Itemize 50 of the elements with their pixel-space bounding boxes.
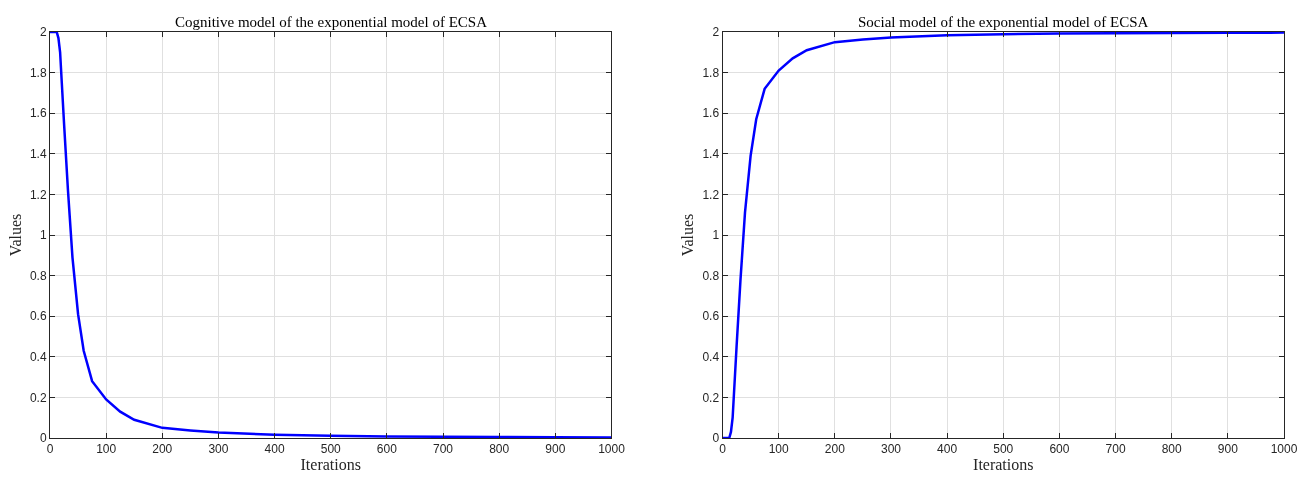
x-tick-label: 500 (993, 442, 1014, 457)
x-tick-label: 200 (824, 442, 846, 457)
line-series (50, 32, 612, 438)
x-tick-label: 600 (376, 442, 398, 457)
x-tick-label: 600 (1049, 442, 1070, 457)
y-tick-label: 1.6 (702, 106, 720, 121)
x-tick-label: 400 (264, 442, 285, 457)
y-tick-label: 1.8 (29, 65, 47, 80)
y-tick-label: 0 (712, 431, 720, 446)
x-tick-label: 800 (489, 442, 510, 457)
y-tick-label: 2 (712, 25, 720, 40)
y-tick-label: 1.2 (29, 187, 47, 202)
y-tick-label: 1 (712, 228, 720, 243)
x-tick-label: 1000 (1270, 442, 1298, 457)
y-tick-label: 0.6 (29, 309, 47, 324)
y-tick-label: 1 (39, 228, 47, 243)
x-axis-title: Iterations (973, 456, 1034, 474)
y-axis-title: Values (6, 213, 24, 257)
x-tick-label: 700 (1105, 442, 1126, 457)
y-tick-label: 1.8 (702, 65, 720, 80)
x-tick-label: 500 (320, 442, 342, 457)
y-tick-label: 1.4 (29, 147, 47, 161)
y-tick-label: 0.6 (702, 309, 720, 324)
x-tick-label: 300 (880, 442, 902, 457)
x-tick-label: 700 (433, 442, 454, 457)
x-tick-label: 400 (937, 442, 958, 457)
y-tick-label: 0.2 (702, 390, 720, 405)
x-tick-label: 100 (96, 442, 117, 457)
line-series (722, 32, 1284, 438)
x-tick-label: 200 (152, 442, 173, 457)
x-tick-label: 100 (768, 442, 790, 457)
x-tick-label: 800 (1161, 442, 1183, 457)
y-tick-label: 1.2 (702, 187, 720, 202)
y-tick-label: 2 (39, 25, 47, 40)
y-tick-label: 0.2 (29, 390, 47, 405)
x-tick-label: 900 (1217, 442, 1239, 457)
x-tick-label: 1000 (598, 442, 626, 457)
y-tick-label: 0.4 (702, 350, 720, 364)
chart-title: Social model of the exponential model of ECSA (858, 14, 1149, 30)
chart-title: Cognitive model of the exponential model of ECSA (175, 14, 488, 30)
y-tick-label: 0.8 (702, 268, 720, 283)
y-tick-label: 0.4 (29, 350, 47, 364)
y-tick-label: 0.8 (29, 268, 47, 283)
y-axis-title: Values (679, 213, 697, 257)
x-axis-title: Iterations (300, 456, 361, 474)
x-tick-label: 900 (545, 442, 566, 457)
y-tick-label: 0 (39, 431, 47, 446)
y-tick-label: 1.4 (702, 147, 720, 161)
x-tick-label: 300 (208, 442, 229, 457)
y-tick-label: 1.6 (29, 106, 47, 121)
